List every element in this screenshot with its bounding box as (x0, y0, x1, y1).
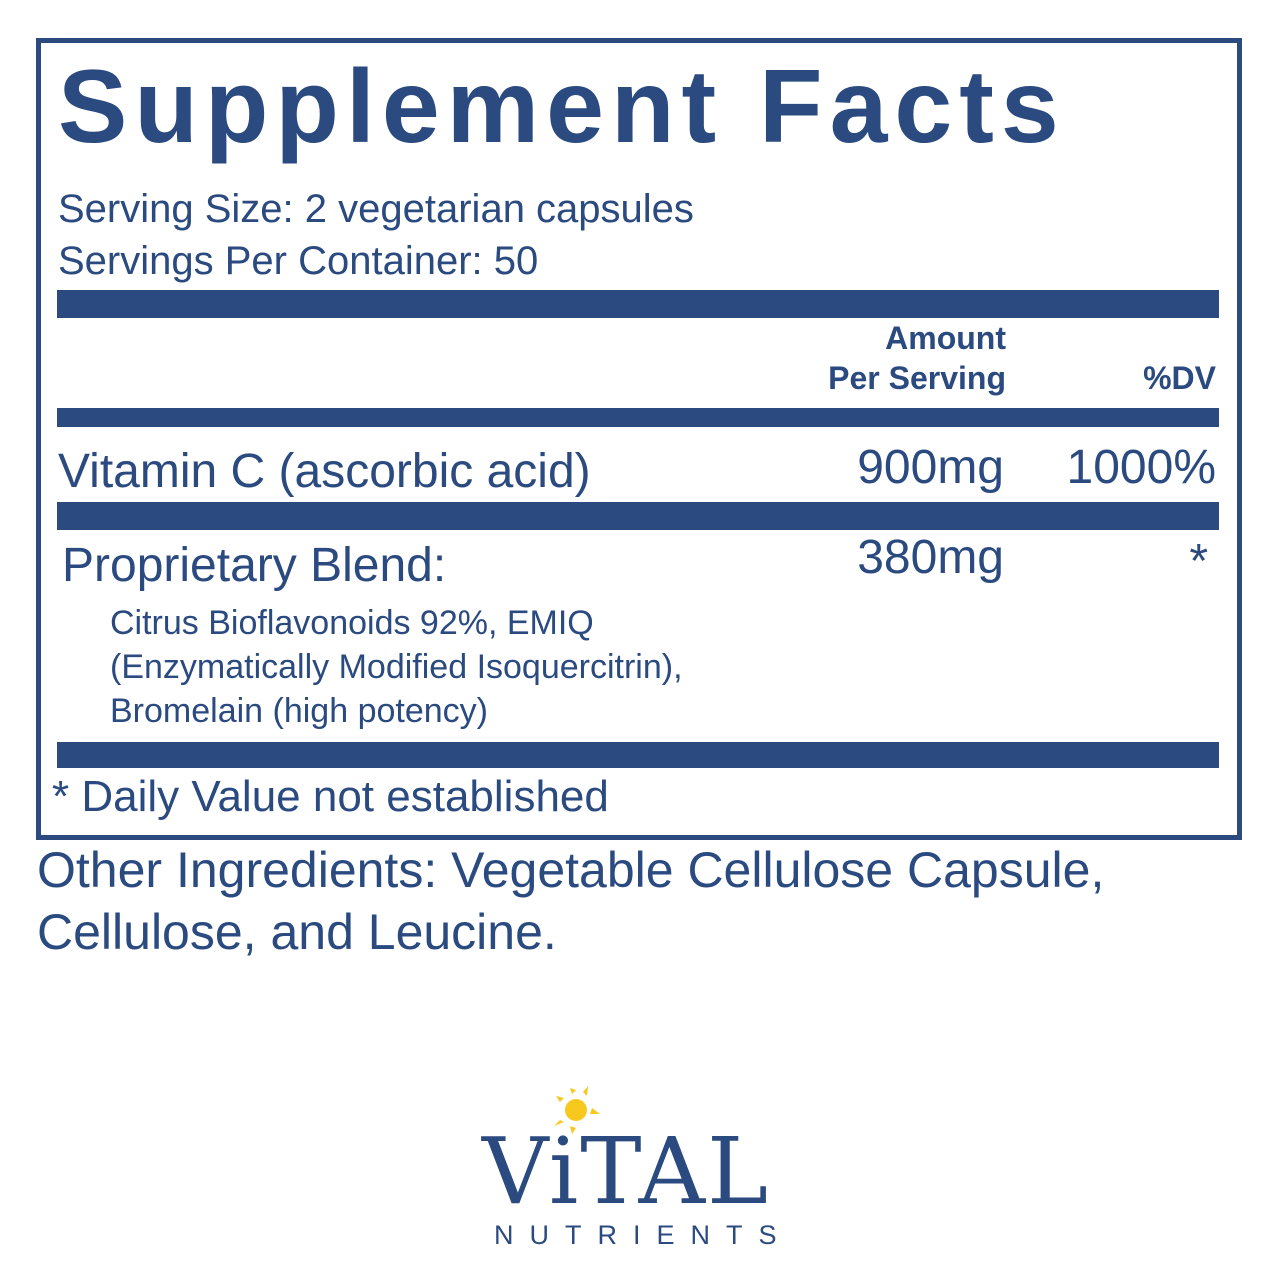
servings-per-container: Servings Per Container: 50 (58, 239, 539, 283)
proprietary-blend-dv: * (1189, 535, 1208, 588)
blend-detail: Bromelain (high potency) (110, 692, 488, 730)
vitamin-c-name: Vitamin C (ascorbic acid) (58, 445, 591, 498)
divider-bar (57, 742, 1219, 768)
proprietary-blend-amount: 380mg (857, 531, 1004, 584)
proprietary-blend-name: Proprietary Blend: (62, 539, 447, 592)
divider-bar (57, 408, 1219, 427)
supplement-facts-panel (36, 38, 1242, 840)
panel-title: Supplement Facts (58, 49, 1066, 165)
footnote: * Daily Value not established (52, 772, 609, 821)
header-dv: %DV (1143, 360, 1216, 396)
blend-detail: (Enzymatically Modified Isoquercitrin), (110, 648, 683, 686)
sun-icon (554, 1086, 600, 1134)
serving-size: Serving Size: 2 vegetarian capsules (58, 187, 694, 231)
brand-logo: ViTAL (482, 1118, 771, 1225)
header-amount-line1: Amount (885, 320, 1006, 356)
vitamin-c-dv: 1000% (1066, 441, 1216, 494)
other-ingredients-line: Cellulose, and Leucine. (37, 904, 557, 960)
brand-logo-sub: NUTRIENTS (494, 1220, 793, 1250)
other-ingredients-line: Other Ingredients: Vegetable Cellulose C… (37, 842, 1105, 898)
divider-bar (57, 502, 1219, 530)
blend-detail: Citrus Bioflavonoids 92%, EMIQ (110, 604, 594, 642)
divider-bar (57, 290, 1219, 318)
header-amount-line2: Per Serving (828, 360, 1006, 396)
vitamin-c-amount: 900mg (857, 441, 1004, 494)
